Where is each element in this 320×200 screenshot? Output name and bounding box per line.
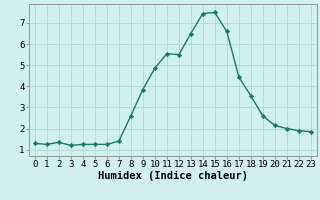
X-axis label: Humidex (Indice chaleur): Humidex (Indice chaleur)	[98, 171, 248, 181]
